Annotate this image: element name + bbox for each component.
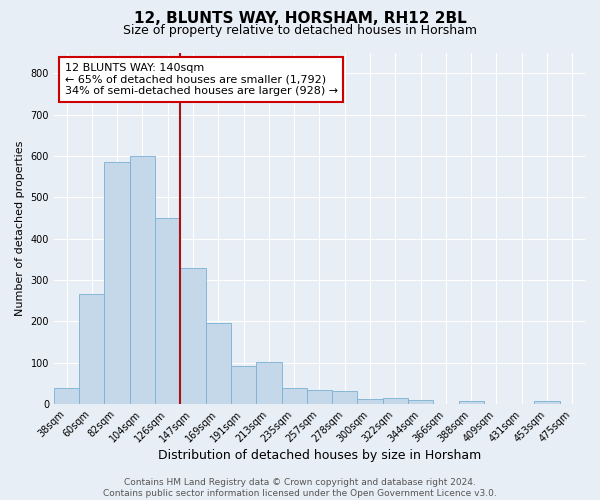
Bar — [383, 398, 408, 404]
Bar — [281, 388, 307, 404]
Text: 12, BLUNTS WAY, HORSHAM, RH12 2BL: 12, BLUNTS WAY, HORSHAM, RH12 2BL — [134, 11, 466, 26]
X-axis label: Distribution of detached houses by size in Horsham: Distribution of detached houses by size … — [158, 450, 481, 462]
Bar — [256, 362, 281, 404]
Bar — [79, 294, 104, 404]
Bar — [104, 162, 130, 404]
Bar — [458, 401, 484, 404]
Bar — [181, 268, 206, 404]
Text: 12 BLUNTS WAY: 140sqm
← 65% of detached houses are smaller (1,792)
34% of semi-d: 12 BLUNTS WAY: 140sqm ← 65% of detached … — [65, 63, 338, 96]
Bar — [54, 388, 79, 404]
Bar — [307, 390, 332, 404]
Bar — [155, 218, 181, 404]
Bar — [332, 391, 358, 404]
Bar — [358, 398, 383, 404]
Bar — [130, 156, 155, 404]
Text: Size of property relative to detached houses in Horsham: Size of property relative to detached ho… — [123, 24, 477, 37]
Bar — [231, 366, 256, 404]
Bar — [408, 400, 433, 404]
Bar — [206, 324, 231, 404]
Y-axis label: Number of detached properties: Number of detached properties — [15, 140, 25, 316]
Bar — [535, 401, 560, 404]
Text: Contains HM Land Registry data © Crown copyright and database right 2024.
Contai: Contains HM Land Registry data © Crown c… — [103, 478, 497, 498]
